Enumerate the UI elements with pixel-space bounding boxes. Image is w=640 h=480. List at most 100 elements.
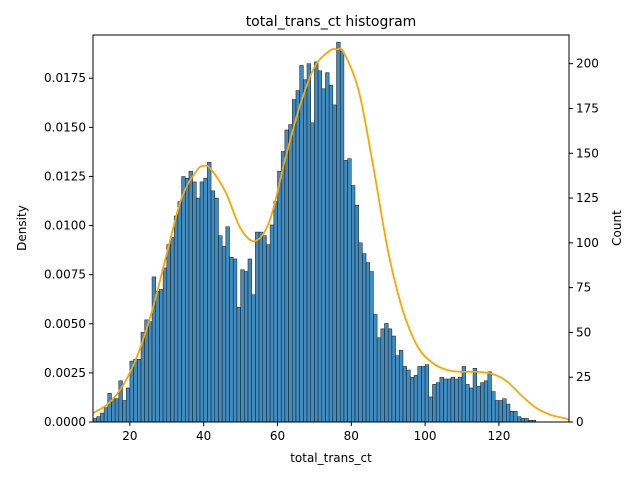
histogram-bar (266, 244, 271, 423)
histogram-bar (406, 369, 411, 423)
histogram-bar (159, 289, 164, 423)
histogram-bar (439, 376, 444, 423)
histogram-bar (255, 231, 260, 423)
histogram-bar (399, 350, 404, 423)
histogram-bar (148, 321, 153, 423)
histogram-bar (517, 416, 522, 423)
histogram-bar (465, 384, 470, 423)
histogram-bar (376, 337, 382, 423)
histogram-bar (251, 294, 256, 423)
histogram-bar (446, 378, 452, 423)
histogram-bar (236, 307, 241, 423)
histogram-bar (417, 366, 422, 423)
histogram-bar (310, 122, 315, 423)
histogram-bar (177, 201, 182, 423)
histogram-bar (454, 378, 459, 423)
histogram-bar (232, 258, 238, 423)
histogram-bar (358, 242, 363, 423)
histogram-bar (258, 231, 263, 423)
histogram-bar (391, 335, 396, 423)
histogram-bar (125, 387, 131, 423)
histogram-bar (295, 90, 300, 423)
histogram-bar (373, 314, 378, 423)
histogram-bar (354, 204, 359, 423)
histogram-bar (196, 197, 201, 423)
histogram-bar (461, 366, 466, 423)
count-tick-label: 175 (576, 101, 599, 115)
histogram-bar (458, 376, 463, 423)
density-tick-label: 0.0075 (44, 268, 86, 282)
histogram-bar (413, 375, 418, 423)
density-tick-label: 0.0100 (44, 219, 86, 233)
histogram-bar (288, 124, 293, 423)
x-axis-label: total_trans_ct (290, 451, 372, 465)
histogram-bar (210, 190, 216, 423)
density-tick-label: 0.0175 (44, 71, 86, 85)
histogram-bar (184, 178, 190, 423)
histogram-bar (114, 398, 120, 423)
histogram-bar (247, 258, 252, 423)
histogram-bar (218, 235, 223, 423)
histogram-bar (491, 391, 496, 423)
x-tick-label: 20 (122, 429, 137, 443)
histogram-bar (369, 271, 374, 423)
histogram-bar (506, 403, 511, 423)
histogram-bar (199, 181, 204, 423)
histogram-bar (240, 269, 245, 423)
histogram-bar (494, 400, 500, 423)
histogram-bar (424, 364, 430, 423)
histogram-bar (229, 256, 234, 423)
histogram-bar (472, 368, 478, 423)
histogram-bar (162, 267, 168, 423)
histogram-bar (483, 380, 489, 423)
histogram-bar (181, 176, 186, 423)
chart-title: total_trans_ct histogram (246, 14, 417, 30)
histogram-bar (133, 359, 138, 423)
histogram-bar (336, 41, 341, 423)
histogram-bar (207, 161, 212, 423)
histogram-bar (365, 262, 370, 423)
histogram-bar (450, 376, 455, 423)
histogram-bar (225, 226, 230, 423)
histogram-bar (435, 382, 441, 423)
histogram-bar (469, 387, 474, 423)
count-tick-label: 125 (576, 191, 599, 205)
histogram-bar (173, 215, 179, 423)
y-axis-label-count: Count (610, 210, 624, 246)
histogram-bar (166, 244, 171, 423)
histogram-bar (103, 407, 109, 423)
histogram-bar (107, 393, 112, 423)
histogram-bar (188, 170, 193, 423)
histogram-bar (96, 416, 101, 423)
histogram-bar (203, 178, 208, 423)
histogram-bar (387, 328, 393, 423)
count-tick-label: 0 (576, 415, 584, 429)
count-tick-label: 50 (576, 325, 591, 339)
histogram-bar (380, 328, 385, 423)
histogram-bar (122, 400, 127, 423)
histogram-bar (277, 170, 282, 423)
histogram-bar (362, 253, 367, 423)
histogram-bar (92, 418, 97, 423)
histogram-bar (269, 224, 275, 423)
count-axis-ticks: 0 25 50 75 100 125 150 175 200 (569, 57, 599, 429)
histogram-bar (280, 151, 286, 423)
x-tick-label: 80 (344, 429, 359, 443)
histogram-bar (498, 400, 503, 423)
density-axis-ticks: 0.0000 0.0025 0.0050 0.0075 0.0100 0.0125 0.01… (44, 71, 93, 429)
histogram-bar (317, 70, 323, 423)
histogram-bar (410, 376, 415, 423)
histogram-bar (351, 185, 356, 423)
density-tick-label: 0.0150 (44, 120, 86, 134)
histogram-bar (137, 359, 142, 423)
histogram-bar (192, 181, 197, 423)
density-tick-label: 0.0025 (44, 366, 86, 380)
histogram-bar (480, 382, 485, 423)
histogram-bar (476, 385, 481, 423)
histogram-bar (244, 271, 249, 423)
histogram-bar (100, 412, 105, 423)
histogram-bar (214, 197, 219, 423)
histogram-bar (524, 418, 529, 423)
histogram-bar (314, 61, 319, 423)
plot-frame (92, 34, 570, 423)
